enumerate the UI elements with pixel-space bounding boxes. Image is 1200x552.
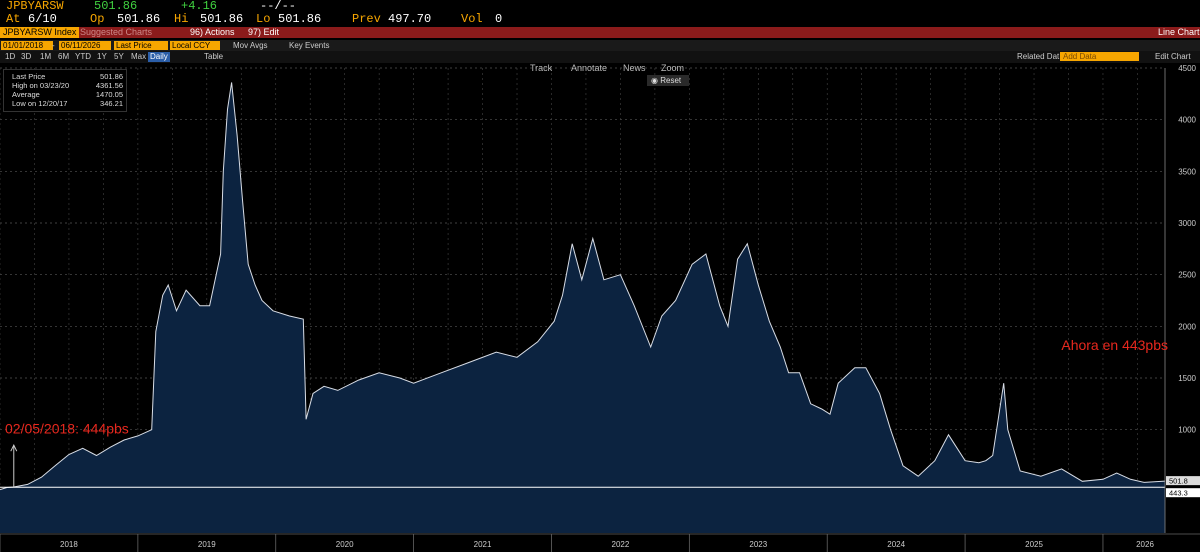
- field-select[interactable]: Last Price: [114, 41, 168, 50]
- end-date-field[interactable]: 06/11/2026: [59, 41, 111, 50]
- prev-label: Prev: [352, 12, 381, 26]
- x-tick-label: 2019: [198, 540, 216, 549]
- legend-label: Last Price: [12, 72, 46, 81]
- x-axis-band: [0, 533, 1200, 552]
- frequency-select[interactable]: Daily: [148, 52, 170, 62]
- x-tick-label: 2020: [336, 540, 354, 549]
- series-line: [0, 82, 1166, 491]
- x-tick-label: 2023: [749, 540, 767, 549]
- legend-label: Average: [12, 90, 40, 99]
- range-3d[interactable]: 3D: [21, 52, 32, 61]
- legend-row-last-price: Last Price 501.86: [12, 72, 123, 81]
- edit-menu[interactable]: 97) Edit: [248, 27, 280, 37]
- legend-value: 4361.56: [95, 81, 123, 90]
- series-area: [0, 82, 1165, 534]
- chart-type-label: Line Chart: [1158, 27, 1200, 37]
- y-tick-label: 3000: [1178, 219, 1196, 228]
- news-button[interactable]: News: [623, 63, 646, 73]
- legend-row-low: Low on 12/20/17 346.21: [12, 99, 123, 108]
- chart-legend: Last Price 501.86 High on 03/23/20 4361.…: [3, 69, 127, 112]
- edit-chart-button[interactable]: Edit Chart: [1155, 52, 1191, 61]
- x-tick-label: 2025: [1025, 540, 1043, 549]
- security-tab[interactable]: JPBYARSW Index: [0, 27, 80, 38]
- reference-tag: 443.3: [1166, 488, 1200, 498]
- volume-label: Vol: [461, 12, 483, 26]
- quote-bar-details: At 6/10 Op 501.86 Hi 501.86 Lo 501.86 Pr…: [0, 13, 1200, 26]
- range-ytd[interactable]: YTD: [75, 52, 91, 61]
- y-tick-label: 4000: [1178, 116, 1196, 125]
- y-tick-label: 2000: [1178, 322, 1196, 331]
- actions-menu[interactable]: 96) Actions: [190, 27, 235, 37]
- suggested-charts-button[interactable]: Suggested Charts: [80, 27, 153, 37]
- track-button[interactable]: Track: [530, 63, 553, 73]
- reference-tag-bg: [1166, 488, 1200, 498]
- annotate-button[interactable]: Annotate: [571, 63, 608, 73]
- last-price-tag-label: 501.8: [1169, 477, 1188, 486]
- start-date-field[interactable]: 01/01/2018: [1, 41, 53, 50]
- related-data-button[interactable]: Related Dat: [1017, 52, 1060, 61]
- last-price-tag: 501.8: [1166, 476, 1200, 486]
- x-tick-label: 2024: [887, 540, 905, 549]
- range-1y[interactable]: 1Y: [97, 52, 107, 61]
- range-1d[interactable]: 1D: [5, 52, 16, 61]
- legend-label: High on 03/23/20: [12, 81, 70, 90]
- x-tick-label: 2018: [60, 540, 78, 549]
- open-value: 501.86: [117, 12, 161, 26]
- legend-row-average: Average 1470.05: [12, 90, 123, 99]
- y-tick-label: 3500: [1178, 167, 1196, 176]
- at-label: At: [6, 12, 21, 26]
- volume-value: 0: [495, 12, 503, 26]
- range-5y[interactable]: 5Y: [114, 52, 124, 61]
- at-value: 6/10: [28, 12, 57, 26]
- net-change: +4.16: [181, 0, 218, 13]
- legend-row-high: High on 03/23/20 4361.56: [12, 81, 123, 90]
- range-6m[interactable]: 6M: [58, 52, 70, 61]
- range-max[interactable]: Max: [131, 52, 147, 61]
- legend-value: 501.86: [100, 72, 123, 81]
- low-label: Lo: [256, 12, 271, 26]
- add-data-field[interactable]: Add Data: [1060, 52, 1139, 61]
- price-chart[interactable]: 1000 1500 2000 2500 3000 3500 4000 4500 501.8 443…: [0, 63, 1200, 552]
- legend-value: 1470.05: [95, 90, 123, 99]
- annotation-arrow-head: [10, 444, 18, 452]
- range-1m[interactable]: 1M: [40, 52, 52, 61]
- reset-label: Reset: [660, 76, 682, 85]
- prev-value: 497.70: [388, 12, 432, 26]
- reset-icon: ◉: [651, 76, 658, 85]
- last-price: 501.86: [94, 0, 138, 13]
- legend-label: Low on 12/20/17: [12, 99, 68, 108]
- high-label: Hi: [174, 12, 189, 26]
- ticker[interactable]: JPBYARSW: [6, 0, 64, 13]
- annotation-right: Ahora en 443pbs: [1061, 337, 1168, 353]
- reference-tag-label: 443.3: [1169, 489, 1188, 498]
- settings-bar: 01/01/2018 - 06/11/2026 Last Price Local…: [0, 40, 1200, 51]
- date-separator: -: [52, 41, 55, 50]
- open-label: Op: [90, 12, 105, 26]
- mov-avgs-button[interactable]: Mov Avgs: [233, 41, 268, 50]
- x-tick-label: 2022: [612, 540, 630, 549]
- currency-select[interactable]: Local CCY: [170, 41, 220, 50]
- function-bar: JPBYARSW Index Suggested Charts 96) Acti…: [0, 27, 1200, 38]
- y-tick-label: 2500: [1178, 271, 1196, 280]
- annotation-left: 02/05/2018: 444pbs: [5, 421, 129, 437]
- x-tick-label: 2021: [474, 540, 492, 549]
- legend-value: 346.21: [100, 99, 123, 108]
- high-value: 501.86: [200, 12, 244, 26]
- pct-change: --/--: [260, 0, 297, 13]
- last-price-tag-bg: [1166, 476, 1200, 486]
- table-button[interactable]: Table: [204, 52, 224, 61]
- y-tick-label: 1500: [1178, 374, 1196, 383]
- quote-bar: JPBYARSW 501.86 +4.16 --/--: [0, 0, 1200, 13]
- y-tick-label: 4500: [1178, 64, 1196, 73]
- zoom-button[interactable]: Zoom: [661, 63, 685, 73]
- range-bar: 1D 3D 1M 6M YTD 1Y 5Y Max Daily Table Re…: [0, 51, 1200, 63]
- key-events-button[interactable]: Key Events: [289, 41, 330, 50]
- y-tick-label: 1000: [1178, 426, 1196, 435]
- x-tick-label: 2026: [1136, 540, 1154, 549]
- low-value: 501.86: [278, 12, 322, 26]
- reset-button[interactable]: ◉ Reset: [647, 75, 689, 86]
